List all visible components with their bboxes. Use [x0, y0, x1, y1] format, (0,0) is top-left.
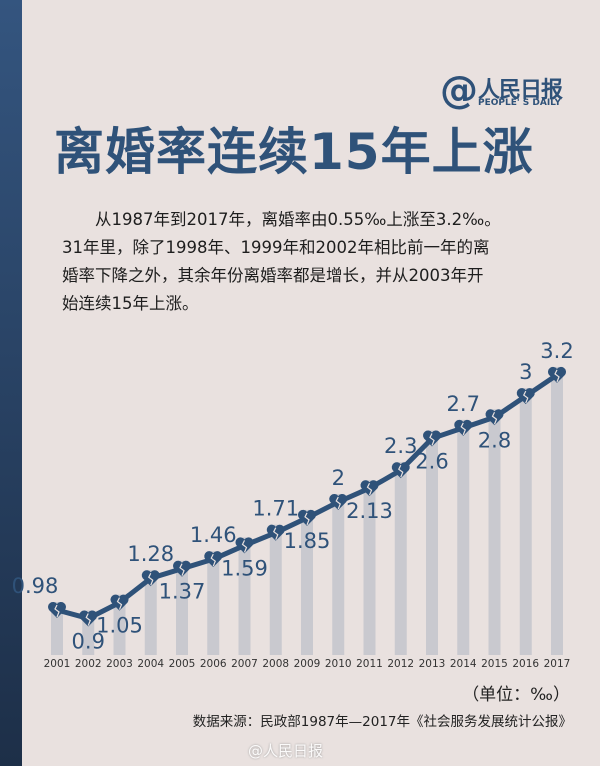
data-label: 1.71	[252, 497, 299, 521]
heart-crack	[335, 496, 341, 510]
data-label: 2.6	[415, 449, 448, 473]
heart-crack	[179, 563, 185, 576]
data-label: 1.28	[127, 542, 174, 566]
bar	[426, 430, 438, 655]
sidebar-stripe	[0, 0, 22, 766]
bar	[457, 419, 470, 655]
heart-crack	[554, 369, 560, 383]
heart-crack	[85, 613, 91, 626]
bar	[301, 509, 313, 655]
logo-text: 人民日报	[478, 78, 563, 103]
data-label: 2.3	[384, 434, 417, 458]
x-tick-label: 2014	[450, 658, 477, 670]
bar	[113, 594, 126, 655]
x-tick-label: 2001	[44, 658, 71, 670]
data-label: 0.98	[12, 574, 59, 598]
bar	[176, 560, 188, 655]
description-line: 从1987年到2017年，离婚率由0.55‰上涨至3.2‰。	[62, 210, 501, 229]
bar	[144, 570, 157, 655]
heart-crack	[272, 527, 279, 540]
bar	[207, 551, 220, 655]
data-label: 0.9	[72, 629, 105, 653]
bar	[394, 462, 407, 655]
x-tick-label: 2003	[106, 658, 133, 670]
unit-label: （单位：‰）	[462, 685, 570, 705]
heart-crack	[491, 411, 498, 425]
weibo-watermark: @人民日报	[248, 742, 324, 760]
heart-crack	[116, 597, 123, 610]
bar	[551, 366, 563, 655]
heart-crack	[304, 512, 310, 526]
x-tick-label: 2015	[481, 658, 508, 670]
x-tick-label: 2008	[262, 658, 289, 670]
x-tick-label: 2007	[231, 658, 258, 670]
bar	[238, 537, 251, 655]
data-label: 1.59	[221, 556, 268, 580]
heart-crack	[429, 433, 435, 446]
description-line: 婚率下降之外，其余年份离婚率都是增长，并从2003年开	[62, 266, 484, 285]
heart-crack	[241, 540, 248, 553]
x-tick-label: 2002	[75, 658, 102, 670]
page-title: 离婚率连续15年上涨	[54, 123, 534, 181]
data-label: 2.13	[346, 499, 393, 523]
data-label: 1.37	[159, 580, 206, 604]
bar	[519, 388, 532, 655]
data-label: 1.46	[190, 523, 237, 547]
bar	[51, 602, 63, 655]
data-label: 1.05	[96, 614, 143, 638]
description-line: 始连续15年上涨。	[62, 294, 199, 313]
heart-crack	[460, 422, 466, 436]
x-tick-label: 2013	[419, 658, 446, 670]
heart-crack	[210, 553, 216, 567]
data-label: 2.7	[447, 392, 480, 416]
heart-crack	[147, 572, 154, 586]
x-tick-label: 2010	[325, 658, 352, 670]
x-tick-label: 2017	[544, 658, 571, 670]
x-tick-label: 2004	[137, 658, 164, 670]
at-icon: @	[440, 68, 478, 112]
heart-crack	[522, 390, 529, 404]
data-label: 2.8	[478, 428, 511, 452]
x-tick-label: 2011	[356, 658, 383, 670]
peoples-daily-logo: @ 人民日报 PEOPLE' S DAILY	[440, 62, 570, 114]
data-label: 3.2	[540, 340, 573, 363]
x-tick-label: 2016	[512, 658, 539, 670]
data-label: 3	[519, 360, 532, 384]
bar	[488, 409, 501, 655]
data-label: 1.85	[284, 529, 331, 553]
bar	[363, 480, 376, 655]
data-source: 数据来源：民政部1987年—2017年《社会服务发展统计公报》	[192, 714, 572, 730]
x-tick-label: 2006	[200, 658, 227, 670]
description: 从1987年到2017年，离婚率由0.55‰上涨至3.2‰。 31年里，除了19…	[62, 206, 562, 318]
data-label: 2	[332, 466, 345, 490]
heart-crack	[366, 482, 373, 496]
description-line: 31年里，除了1998年、1999年和2002年相比前一年的离	[62, 238, 490, 257]
x-tick-label: 2012	[387, 658, 414, 670]
x-tick-label: 2005	[169, 658, 196, 670]
bar	[269, 524, 282, 655]
bar	[332, 493, 345, 655]
logo-subtext: PEOPLE' S DAILY	[478, 98, 562, 108]
x-tick-label: 2009	[294, 658, 321, 670]
heart-crack	[54, 604, 60, 618]
heart-crack	[397, 464, 404, 478]
